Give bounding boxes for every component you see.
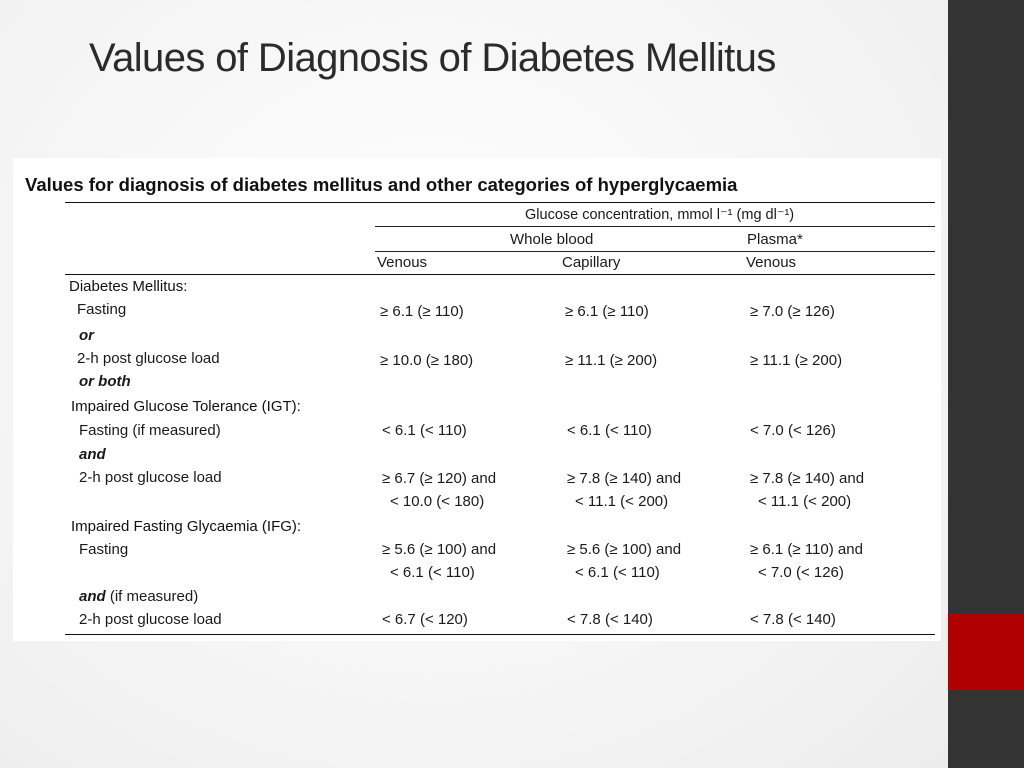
header-plasma: Plasma* <box>747 231 803 248</box>
ifg-if-measured: (if measured) <box>109 588 199 605</box>
dm-connector-or-both: or both <box>79 373 131 390</box>
ifg-fasting-capillary-2: < 6.1 (< 110) <box>575 564 660 581</box>
slide-title: Values of Diagnosis of Diabetes Mellitus <box>89 36 776 80</box>
dm-post-plasma: ≥ 11.1 (≥ 200) <box>750 352 843 369</box>
ifg-post-venous: < 6.7 (< 120) <box>382 611 468 628</box>
ifg-fasting-venous-1: ≥ 5.6 (≥ 100) and <box>382 541 497 558</box>
ifg-post-capillary: < 7.8 (< 140) <box>567 611 653 628</box>
diagnosis-table: Values for diagnosis of diabetes mellitu… <box>13 158 941 641</box>
header-plasma-venous: Venous <box>746 254 797 271</box>
dm-post-capillary: ≥ 11.1 (≥ 200) <box>565 352 658 369</box>
row-label-ifg-post: 2-h post glucose load <box>79 611 222 628</box>
dm-fasting-plasma: ≥ 7.0 (≥ 126) <box>750 303 835 320</box>
row-label-ifg-fasting: Fasting <box>79 541 129 558</box>
header-capillary: Capillary <box>562 254 621 271</box>
igt-post-venous-2: < 10.0 (< 180) <box>390 493 485 510</box>
section-ifg: Impaired Fasting Glycaemia (IFG): <box>71 518 302 535</box>
ifg-fasting-capillary-1: ≥ 5.6 (≥ 100) and <box>567 541 682 558</box>
row-label-igt-fasting: Fasting (if measured) <box>79 422 221 439</box>
header-venous: Venous <box>377 254 428 271</box>
igt-connector-and: and <box>79 446 106 463</box>
header-whole-blood: Whole blood <box>510 231 594 248</box>
table-bottom-rule <box>65 634 935 635</box>
dm-connector-or: or <box>79 327 94 344</box>
igt-fasting-capillary: < 6.1 (< 110) <box>567 422 652 439</box>
ifg-fasting-venous-2: < 6.1 (< 110) <box>390 564 475 581</box>
side-accent-decoration <box>948 614 1024 690</box>
igt-fasting-venous: < 6.1 (< 110) <box>382 422 467 439</box>
header-rule-1 <box>375 226 935 227</box>
igt-post-plasma-2: < 11.1 (< 200) <box>758 493 852 510</box>
ifg-connector-and: and <box>79 588 106 605</box>
ifg-fasting-plasma-1: ≥ 6.1 (≥ 110) and <box>750 541 863 558</box>
header-rule-2 <box>375 251 935 252</box>
row-label-dm-post: 2-h post glucose load <box>77 350 220 367</box>
igt-post-capillary-1: ≥ 7.8 (≥ 140) and <box>567 470 682 487</box>
ifg-post-plasma: < 7.8 (< 140) <box>750 611 836 628</box>
table-caption: Values for diagnosis of diabetes mellitu… <box>25 174 738 195</box>
section-igt: Impaired Glucose Tolerance (IGT): <box>71 398 301 415</box>
dm-fasting-capillary: ≥ 6.1 (≥ 110) <box>565 303 649 320</box>
igt-post-plasma-1: ≥ 7.8 (≥ 140) and <box>750 470 865 487</box>
header-glucose-concentration: Glucose concentration, mmol l⁻¹ (mg dl⁻¹… <box>525 207 795 223</box>
section-diabetes-mellitus: Diabetes Mellitus: <box>69 278 188 295</box>
header-bottom-rule <box>65 274 935 275</box>
dm-fasting-venous: ≥ 6.1 (≥ 110) <box>380 303 464 320</box>
dm-post-venous: ≥ 10.0 (≥ 180) <box>380 352 474 369</box>
igt-fasting-plasma: < 7.0 (< 126) <box>750 422 836 439</box>
row-label-dm-fasting: Fasting <box>77 301 127 318</box>
ifg-fasting-plasma-2: < 7.0 (< 126) <box>758 564 844 581</box>
table-top-rule <box>65 202 935 203</box>
row-label-igt-post: 2-h post glucose load <box>79 469 222 486</box>
igt-post-venous-1: ≥ 6.7 (≥ 120) and <box>382 470 497 487</box>
ifg-connector-and-if-measured: and (if measured) <box>79 589 198 604</box>
igt-post-capillary-2: < 11.1 (< 200) <box>575 493 669 510</box>
